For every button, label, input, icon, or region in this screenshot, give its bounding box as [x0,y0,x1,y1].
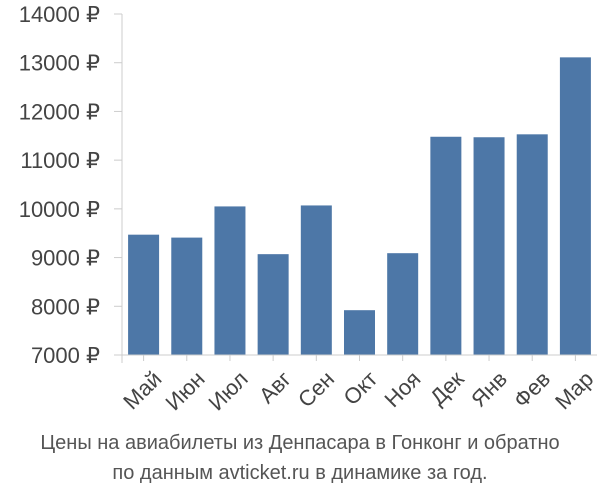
bars [128,57,591,355]
x-tick-label: Дек [425,366,469,410]
x-tick-label: Сен [293,366,339,412]
x-tick-label: Май [118,366,166,414]
bar-4 [257,254,289,355]
chart-caption: Цены на авиабилеты из Денпасара в Гонкон… [0,428,600,488]
bar-6 [344,310,375,355]
bar-10 [516,134,548,355]
bar-7 [387,253,419,355]
bar-11 [559,57,591,355]
y-tick-label: 10000 ₽ [19,197,100,222]
bar-chart: 7000 ₽ 8000 ₽ 9000 ₽ 10000 ₽ 11000 ₽ 12000 ₽ 1… [19,2,599,415]
y-tick-label: 13000 ₽ [19,51,100,76]
x-tick-label: Янв [466,366,512,412]
x-tick-label: Июл [204,366,253,415]
y-tick-label: 8000 ₽ [31,294,100,319]
caption-line-1: Цены на авиабилеты из Денпасара в Гонкон… [40,432,560,454]
x-tick-label: Окт [338,366,382,410]
bar-8 [430,136,462,355]
y-tick-label: 7000 ₽ [31,343,100,368]
bar-1 [128,234,160,355]
x-tick-label: Мар [550,366,598,414]
x-tick-label: Фев [509,366,555,412]
y-tick-label: 12000 ₽ [19,99,100,124]
x-tick-label: Июн [161,366,210,415]
bar-3 [214,206,246,355]
x-tick-label: Авг [254,366,296,408]
bar-2 [171,237,203,355]
y-tick-label: 11000 ₽ [20,148,100,173]
y-tick-label: 14000 ₽ [19,2,100,27]
bar-5 [300,205,332,355]
y-axis-ticks: 7000 ₽ 8000 ₽ 9000 ₽ 10000 ₽ 11000 ₽ 12000 ₽ 1… [19,2,122,368]
y-tick-label: 9000 ₽ [31,246,100,271]
caption-line-2: по данным avticket.ru в динамике за год. [112,462,488,484]
x-tick-label: Ноя [380,366,426,412]
bar-9 [473,137,505,355]
